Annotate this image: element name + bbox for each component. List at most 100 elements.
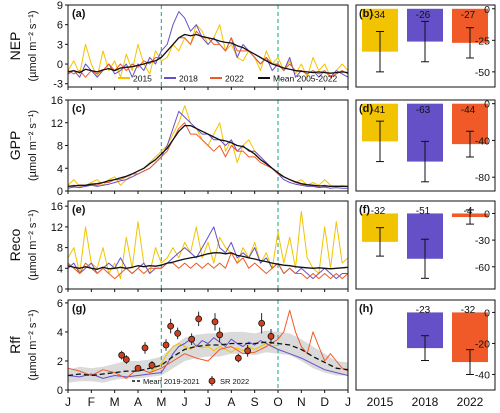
month-label: D bbox=[320, 395, 329, 409]
month-label: J bbox=[205, 395, 211, 409]
series-line-mean-2019-2021 bbox=[67, 341, 349, 377]
sr-point bbox=[148, 361, 156, 369]
month-label: O bbox=[273, 395, 282, 409]
series-line-2015 bbox=[149, 343, 279, 373]
value-label: -27 bbox=[461, 10, 476, 21]
month-label: M bbox=[110, 395, 120, 409]
sr-point bbox=[118, 351, 126, 359]
plot-frame bbox=[355, 299, 496, 391]
month-label: A bbox=[227, 395, 235, 409]
legend-label: 2015 bbox=[133, 74, 152, 84]
y-tick-label: 4 bbox=[57, 327, 63, 339]
month-label: M bbox=[156, 395, 166, 409]
y-axis-title: Reco bbox=[7, 228, 23, 261]
value-label: -34 bbox=[371, 10, 386, 21]
sr-point bbox=[162, 341, 170, 349]
plot-frame bbox=[355, 99, 496, 192]
month-label: F bbox=[88, 395, 95, 409]
panel-label: (d) bbox=[359, 103, 373, 115]
sr-point bbox=[216, 331, 224, 339]
month-label: N bbox=[297, 395, 306, 409]
panel-label: (a) bbox=[72, 8, 86, 20]
value-label: -44 bbox=[461, 105, 476, 116]
sr-point bbox=[244, 347, 252, 355]
series-line-2018 bbox=[67, 11, 349, 78]
value-label: -51 bbox=[416, 206, 431, 217]
panel-d: -41 -63 -44 0 -40 -80 (d) bbox=[355, 99, 496, 192]
legend-rff: Mean 2019-2021 SR 2022 bbox=[132, 376, 249, 386]
y-tick-label: 0 bbox=[484, 99, 490, 111]
y-axis-unit: (µmol m⁻² s⁻¹) bbox=[27, 10, 39, 81]
y-tick-label: -60 bbox=[475, 262, 490, 274]
y-axis-unit: (µmol m⁻² s⁻¹) bbox=[27, 309, 39, 380]
y-tick-label: 16 bbox=[51, 95, 63, 107]
sr-point bbox=[141, 344, 149, 352]
y-tick-label: -30 bbox=[475, 235, 490, 247]
year-label: 2022 bbox=[457, 395, 484, 409]
y-tick-label: -80 bbox=[475, 172, 490, 184]
panel-e: 0 4 8 12 16 (e) Reco (µmol m⁻² s⁻¹) bbox=[7, 200, 349, 296]
y-axis-title: NEP bbox=[7, 32, 23, 61]
y-tick-label: 0 bbox=[57, 186, 63, 198]
y-tick-label: 12 bbox=[51, 222, 63, 234]
panel-c: 0 4 8 12 16 (c) GPP (µmol m⁻² s⁻¹) bbox=[7, 95, 349, 198]
y-tick-label: 0 bbox=[57, 59, 63, 71]
panel-f: -32 -51 -4 0 -30 -60 (f) bbox=[355, 200, 496, 290]
series-line-2022 bbox=[67, 122, 348, 187]
plot-frame bbox=[355, 200, 496, 290]
plot-frame bbox=[355, 4, 496, 88]
value-label: -4 bbox=[464, 206, 473, 217]
x-axis-labels: J F M A M J J A S O N D J 2015 2018 2022 bbox=[65, 395, 484, 409]
panel-label: (g) bbox=[72, 303, 86, 315]
y-tick-label: -50 bbox=[475, 67, 490, 79]
value-label: -26 bbox=[416, 10, 431, 21]
value-label: -41 bbox=[371, 105, 386, 116]
series-line-mean-2005-2022 bbox=[67, 33, 349, 74]
y-tick-label: 3 bbox=[57, 39, 63, 51]
y-axis-title: Rff bbox=[7, 336, 23, 354]
series-line-2022 bbox=[67, 309, 349, 379]
series-line-2022 bbox=[67, 252, 349, 280]
y-axis-unit: (µmol m⁻² s⁻¹) bbox=[27, 209, 39, 280]
series-line-2015 bbox=[67, 210, 349, 280]
series-line-2018 bbox=[67, 110, 348, 189]
y-tick-label: 4 bbox=[57, 163, 63, 175]
y-tick-label: 4 bbox=[57, 263, 63, 275]
y-tick-label: 9 bbox=[57, 0, 63, 12]
y-tick-label: 8 bbox=[57, 243, 63, 255]
y-tick-label: 0 bbox=[484, 307, 490, 319]
legend-label: 2018 bbox=[179, 74, 198, 84]
legend-label: Mean 2005-2022 bbox=[273, 74, 338, 84]
sr-point bbox=[267, 332, 275, 340]
value-label: -63 bbox=[416, 105, 431, 116]
y-tick-label: 16 bbox=[51, 201, 63, 213]
y-tick-label: 0 bbox=[484, 208, 490, 220]
y-tick-label: -20 bbox=[475, 338, 490, 350]
sr-point bbox=[211, 318, 219, 326]
value-label: -23 bbox=[416, 305, 431, 316]
y-tick-label: 12 bbox=[51, 118, 63, 130]
sr-point bbox=[258, 319, 266, 327]
series-line-mean-2005-2022 bbox=[67, 124, 348, 188]
y-tick-label: -25 bbox=[475, 35, 490, 47]
y-tick-label: 8 bbox=[57, 141, 63, 153]
y-axis-unit: (µmol m⁻² s⁻¹) bbox=[27, 110, 39, 181]
y-axis-title: GPP bbox=[7, 131, 23, 161]
y-tick-label: 0 bbox=[484, 4, 490, 16]
series-line-2018 bbox=[67, 337, 349, 379]
y-tick-label: 2 bbox=[57, 356, 63, 368]
panel-label: (c) bbox=[72, 103, 86, 115]
series-line-mean-2005-2022 bbox=[67, 252, 349, 270]
panel-b: -34 -26 -27 0 -25 -50 (b) bbox=[355, 4, 496, 88]
sr-point bbox=[195, 315, 203, 323]
y-tick-label: 6 bbox=[57, 298, 63, 310]
panel-label: (h) bbox=[359, 303, 373, 315]
y-tick-label: 0 bbox=[57, 385, 63, 397]
y-tick-label: -3 bbox=[53, 79, 63, 91]
sr-point bbox=[134, 364, 142, 372]
uncertainty-band bbox=[68, 330, 348, 383]
year-label: 2018 bbox=[412, 395, 439, 409]
legend-label: Mean 2019-2021 bbox=[143, 377, 200, 386]
legend-label: SR 2022 bbox=[220, 377, 249, 386]
